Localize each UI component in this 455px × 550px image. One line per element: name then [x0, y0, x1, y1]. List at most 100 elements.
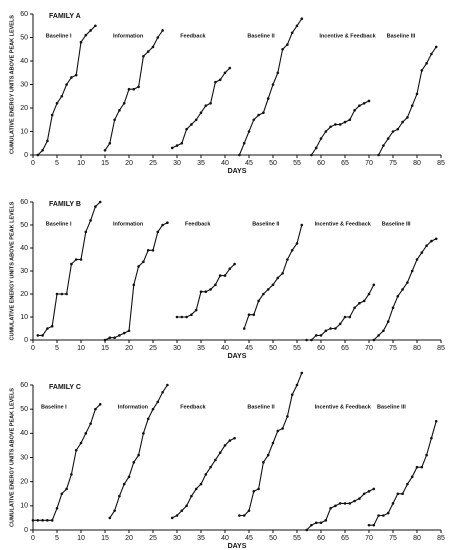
data-point [310, 523, 313, 527]
phase-label: Information [113, 33, 144, 39]
data-point [218, 78, 222, 82]
data-point [367, 490, 371, 493]
data-point [170, 516, 174, 520]
y-tick-label: 50 [20, 222, 28, 229]
data-point [122, 102, 126, 105]
x-axis-label: DAYS [228, 353, 247, 360]
phase-label: Baseline II [252, 221, 280, 227]
data-point [310, 338, 313, 342]
panel-title: FAMILY B [49, 201, 81, 208]
data-point [372, 523, 376, 527]
data-point [242, 327, 246, 330]
y-tick-label: 0 [24, 527, 28, 534]
data-point [79, 258, 83, 261]
x-tick-label: 30 [173, 535, 181, 542]
data-point [247, 313, 251, 317]
data-point [238, 514, 241, 517]
x-tick-label: 65 [341, 160, 349, 167]
data-point [79, 40, 83, 44]
data-point [233, 436, 236, 440]
data-point [300, 371, 304, 375]
data-point [50, 519, 54, 522]
data-point [266, 97, 270, 100]
y-tick-label: 10 [20, 503, 28, 510]
data-point [382, 144, 385, 147]
data-point [46, 519, 49, 522]
data-point [401, 288, 404, 291]
x-tick-label: 65 [341, 535, 349, 542]
data-point [329, 327, 332, 330]
phase-label: Information [118, 404, 149, 410]
data-point [166, 221, 169, 224]
data-point [434, 45, 438, 49]
data-point [70, 262, 73, 266]
data-point [204, 473, 208, 476]
data-point [295, 24, 299, 28]
data-point [98, 403, 102, 406]
data-point [430, 239, 433, 243]
data-point [377, 153, 380, 157]
series-line [373, 238, 437, 341]
data-point [338, 322, 342, 326]
data-point [175, 514, 179, 517]
data-point [338, 123, 342, 126]
data-point [223, 444, 227, 447]
y-tick-label: 0 [24, 337, 28, 344]
data-point [190, 313, 193, 317]
data-point [281, 272, 284, 275]
x-tick-label: 0 [31, 160, 35, 167]
data-point [223, 71, 227, 75]
data-point [127, 475, 131, 479]
x-tick-label: 70 [365, 345, 373, 352]
data-point [305, 338, 308, 342]
data-point [338, 502, 342, 505]
series-line [33, 403, 101, 521]
data-point [425, 62, 428, 65]
data-point [343, 315, 347, 319]
data-point [281, 47, 284, 51]
y-tick-label: 40 [20, 58, 28, 65]
data-point [146, 50, 150, 53]
x-tick-label: 15 [101, 160, 109, 167]
phase-label: Baseline II [247, 33, 275, 39]
data-point [334, 123, 337, 126]
data-point [36, 153, 40, 157]
x-tick-label: 45 [245, 535, 253, 542]
data-point [98, 200, 102, 204]
phase-label: Incentive & Feedback [319, 33, 376, 39]
x-tick-label: 40 [221, 535, 229, 542]
data-point [271, 441, 275, 445]
y-tick-label: 50 [20, 406, 28, 413]
x-tick-label: 35 [197, 535, 205, 542]
data-point [271, 83, 275, 86]
data-point [276, 276, 280, 280]
data-point [420, 251, 424, 254]
data-point [401, 120, 404, 124]
data-point [257, 487, 260, 491]
x-tick-label: 10 [77, 160, 85, 167]
data-point [266, 453, 270, 457]
data-point [372, 338, 376, 342]
data-point [257, 299, 260, 303]
phase-label: Information [113, 221, 144, 227]
phase-label: Baseline II [247, 404, 275, 410]
data-point [420, 465, 424, 469]
data-point [406, 116, 409, 119]
data-point [425, 244, 428, 247]
data-point [161, 390, 164, 394]
data-point [286, 415, 289, 418]
y-axis-label: CUMULATIVE ENERGY UNITS ABOVE PEAK LEVEL… [9, 201, 15, 340]
data-point [185, 127, 188, 131]
data-point [65, 292, 68, 296]
panel-title: FAMILY C [49, 384, 81, 391]
data-point [334, 327, 337, 330]
data-point [74, 448, 78, 452]
x-tick-label: 30 [173, 345, 181, 352]
data-point [161, 29, 164, 32]
data-point [257, 113, 260, 117]
y-tick-label: 30 [20, 454, 28, 461]
data-point [204, 104, 208, 107]
data-point [228, 439, 232, 442]
phase-label: Baseline III [387, 33, 416, 39]
